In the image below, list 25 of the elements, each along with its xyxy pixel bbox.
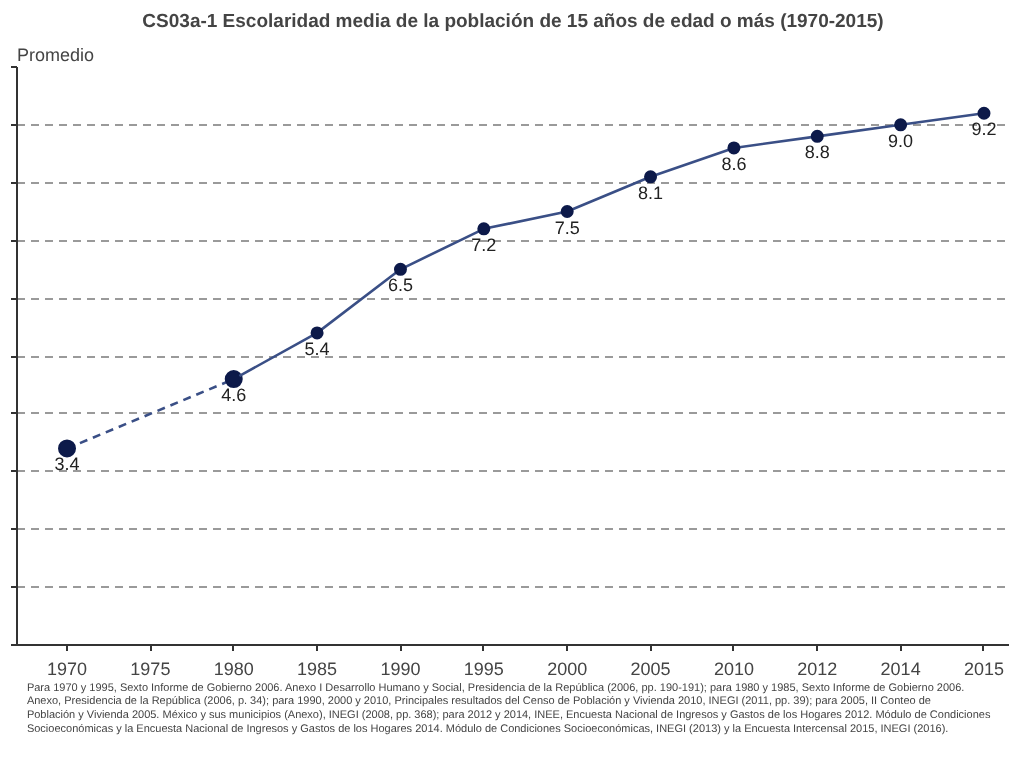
data-label: 3.4 [54, 454, 80, 475]
x-tick-label: 2000 [547, 659, 588, 679]
data-label: 8.1 [638, 182, 664, 203]
x-tick-label: 2010 [713, 659, 754, 679]
x-tick-label: 1970 [47, 659, 88, 679]
data-label: 9.0 [888, 130, 914, 151]
x-tick-label: 1975 [130, 659, 171, 679]
data-label: 9.2 [971, 119, 997, 140]
x-tick-label: 2005 [630, 659, 671, 679]
x-tick-label: 1990 [380, 659, 421, 679]
x-tick-label: 1995 [463, 659, 504, 679]
x-tick-label: 2012 [797, 659, 838, 679]
data-label: 8.6 [721, 153, 747, 174]
data-label: 7.2 [471, 234, 497, 255]
chart-title: CS03a-1 Escolaridad media de la población de 15 años de edad o más (1970-2015) [142, 11, 884, 33]
x-tick-label: 1980 [213, 659, 254, 679]
data-label: 5.4 [304, 338, 330, 359]
data-label: 4.6 [221, 385, 247, 406]
data-label: 6.5 [387, 275, 413, 296]
x-tick-label: 2015 [963, 659, 1005, 679]
data-label: 7.5 [554, 217, 580, 238]
data-label: 8.8 [804, 142, 830, 163]
x-tick-label: 1985 [297, 659, 338, 679]
y-axis-title: Promedio [17, 45, 95, 65]
x-tick-label: 2014 [880, 659, 921, 679]
